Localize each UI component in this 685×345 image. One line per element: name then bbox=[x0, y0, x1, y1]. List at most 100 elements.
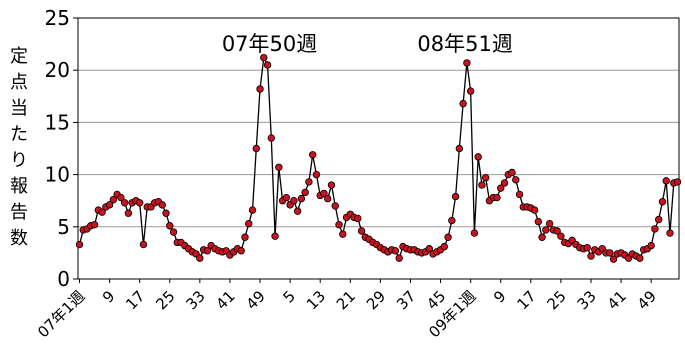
plot-area-frame bbox=[77, 17, 680, 280]
data-point bbox=[662, 177, 670, 185]
data-point bbox=[587, 252, 595, 260]
data-point bbox=[203, 247, 212, 255]
data-point bbox=[606, 249, 614, 257]
data-point bbox=[331, 202, 339, 210]
x-tick-label: 49 bbox=[243, 287, 269, 313]
y-axis-label: 定点当たり報告数 bbox=[10, 46, 28, 249]
x-tick-label: 17 bbox=[513, 287, 539, 313]
data-point bbox=[478, 181, 486, 189]
x-tick-label: 37 bbox=[393, 287, 419, 313]
data-point bbox=[497, 184, 505, 192]
data-point bbox=[320, 189, 328, 198]
data-point bbox=[139, 240, 148, 249]
data-point bbox=[245, 219, 253, 228]
data-point bbox=[395, 254, 403, 262]
data-point bbox=[169, 228, 178, 236]
data-point bbox=[545, 219, 554, 228]
x-tick-label: 49 bbox=[634, 287, 660, 313]
data-point bbox=[196, 254, 204, 262]
data-point bbox=[166, 222, 174, 230]
data-point bbox=[282, 193, 291, 202]
data-point bbox=[120, 199, 129, 207]
data-point bbox=[305, 178, 313, 186]
x-tick-label: 41 bbox=[213, 287, 239, 313]
x-tick-label: 5 bbox=[279, 287, 298, 306]
data-point bbox=[162, 209, 170, 217]
data-point bbox=[538, 233, 546, 241]
data-point bbox=[267, 134, 276, 142]
y-tick-label: 20 bbox=[45, 58, 70, 82]
data-point bbox=[117, 193, 125, 202]
data-point bbox=[297, 194, 306, 203]
data-point bbox=[451, 192, 460, 201]
data-point bbox=[290, 196, 298, 205]
data-point bbox=[553, 227, 561, 235]
data-point bbox=[248, 206, 257, 214]
data-point bbox=[654, 215, 663, 224]
series-markers bbox=[75, 53, 682, 263]
data-point bbox=[75, 240, 84, 249]
data-point bbox=[263, 61, 272, 69]
data-point bbox=[658, 198, 667, 206]
data-point bbox=[444, 233, 452, 241]
y-axis-ticks: 0 5 10 15 20 25 bbox=[45, 6, 78, 291]
data-point bbox=[391, 247, 400, 255]
annotations: 07年50週 08年51週 bbox=[222, 32, 513, 56]
y-tick-label: 15 bbox=[45, 110, 70, 134]
y-tick-label: 0 bbox=[57, 267, 70, 291]
x-tick-label: 41 bbox=[604, 287, 630, 313]
peak-annotation: 07年50週 bbox=[222, 32, 317, 56]
data-point bbox=[512, 176, 520, 184]
data-point bbox=[515, 190, 524, 199]
data-point bbox=[98, 208, 106, 216]
data-point bbox=[448, 216, 456, 225]
data-point bbox=[466, 87, 475, 95]
data-point bbox=[470, 229, 479, 237]
data-point bbox=[312, 170, 321, 179]
y-tick-label: 5 bbox=[57, 215, 70, 239]
x-tick-label: 25 bbox=[152, 287, 178, 313]
data-point bbox=[508, 168, 516, 177]
grid-lines bbox=[78, 69, 679, 228]
data-point bbox=[425, 245, 433, 253]
y-tick-label: 10 bbox=[45, 163, 70, 187]
data-point bbox=[241, 233, 249, 241]
data-point bbox=[493, 193, 501, 202]
data-point bbox=[583, 243, 591, 252]
data-point bbox=[158, 201, 166, 209]
data-point bbox=[308, 151, 317, 159]
x-tick-label: 07年1週 bbox=[34, 287, 88, 341]
data-point bbox=[481, 174, 490, 182]
data-point bbox=[354, 214, 362, 223]
data-point bbox=[324, 194, 332, 203]
data-point bbox=[647, 241, 655, 250]
x-tick-label: 9 bbox=[490, 287, 509, 306]
data-point bbox=[90, 221, 99, 229]
data-point bbox=[256, 85, 264, 93]
data-point bbox=[500, 179, 509, 187]
data-point bbox=[105, 201, 114, 209]
y-tick-label: 25 bbox=[45, 6, 70, 30]
data-point bbox=[459, 99, 467, 108]
data-point bbox=[293, 207, 302, 215]
data-point bbox=[673, 178, 682, 186]
data-point bbox=[124, 209, 133, 217]
data-point bbox=[530, 206, 539, 214]
data-point bbox=[135, 199, 144, 207]
data-point bbox=[542, 226, 550, 234]
data-point bbox=[252, 144, 260, 153]
data-point bbox=[440, 242, 449, 251]
peak-annotation: 08年51週 bbox=[417, 32, 512, 56]
x-tick-label: 33 bbox=[574, 287, 600, 313]
x-tick-label: 33 bbox=[182, 287, 208, 313]
data-point bbox=[463, 59, 471, 67]
data-point bbox=[609, 255, 618, 263]
x-tick-label: 21 bbox=[333, 287, 359, 313]
x-tick-label: 13 bbox=[303, 287, 329, 313]
data-point bbox=[327, 181, 336, 189]
data-point bbox=[474, 153, 482, 161]
data-point bbox=[275, 163, 283, 171]
data-point bbox=[109, 195, 118, 204]
